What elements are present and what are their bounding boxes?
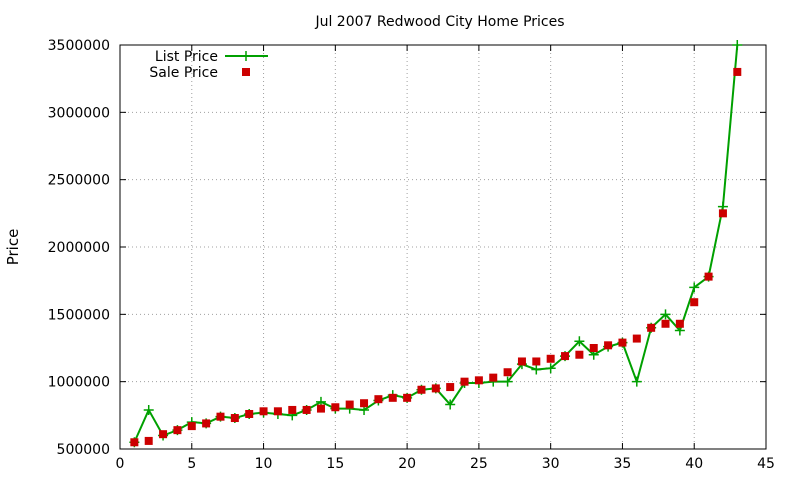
y-tick-label: 500000 bbox=[57, 442, 110, 458]
x-tick-label: 45 bbox=[757, 456, 775, 472]
y-tick-label: 1500000 bbox=[48, 307, 110, 323]
y-tick-label: 3000000 bbox=[48, 105, 110, 121]
sale-price-point bbox=[259, 407, 268, 416]
sale-price-point bbox=[360, 399, 369, 408]
list-price-point bbox=[545, 363, 556, 374]
sale-price-point bbox=[130, 438, 139, 447]
sale-price-point bbox=[690, 298, 699, 307]
sale-price-point bbox=[216, 412, 225, 421]
sale-price-point bbox=[417, 385, 426, 394]
sale-price-point bbox=[561, 352, 570, 361]
sale-price-point bbox=[546, 354, 555, 363]
legend-label-sale-price: Sale Price bbox=[149, 65, 218, 81]
x-tick-label: 20 bbox=[398, 456, 416, 472]
y-tick-label: 2500000 bbox=[48, 173, 110, 189]
sale-price-point bbox=[331, 403, 340, 412]
sale-price-point bbox=[675, 319, 684, 328]
legend-marker-sale-price bbox=[242, 68, 250, 76]
sale-price-point bbox=[460, 377, 469, 386]
sale-price-point bbox=[403, 393, 412, 402]
sale-price-point bbox=[517, 357, 526, 366]
sale-price-point bbox=[489, 373, 498, 382]
y-axis-label: Price bbox=[4, 229, 22, 266]
sale-price-point bbox=[187, 422, 196, 431]
sale-price-point bbox=[202, 419, 211, 428]
x-tick-label: 0 bbox=[116, 456, 125, 472]
sale-price-point bbox=[374, 395, 383, 404]
list-price-point bbox=[531, 364, 542, 375]
x-tick-label: 35 bbox=[614, 456, 632, 472]
list-price-point bbox=[502, 376, 513, 387]
sale-price-point bbox=[245, 409, 254, 418]
sale-price-point bbox=[632, 334, 641, 343]
legend-marker-list-price bbox=[241, 51, 251, 61]
sale-price-point bbox=[173, 426, 182, 435]
grid bbox=[120, 45, 766, 449]
sale-price-point bbox=[733, 67, 742, 76]
sale-price-point bbox=[273, 407, 282, 416]
chart-title: Jul 2007 Redwood City Home Prices bbox=[314, 14, 564, 30]
sale-price-point bbox=[144, 436, 153, 445]
axis-ticks: 0 5 10 15 20 25 30 35 40 45 500000 1000000 1500000 20… bbox=[48, 38, 775, 472]
sale-price-point bbox=[446, 383, 455, 392]
list-price-point bbox=[445, 399, 456, 410]
sale-price-point bbox=[316, 404, 325, 413]
x-tick-label: 10 bbox=[255, 456, 273, 472]
sale-price-point bbox=[503, 368, 512, 377]
sale-price-point bbox=[704, 272, 713, 281]
sale-price-point bbox=[604, 341, 613, 350]
sale-price-point bbox=[575, 350, 584, 359]
list-price-point bbox=[143, 404, 154, 415]
sale-price-point bbox=[388, 393, 397, 402]
y-tick-label: 1000000 bbox=[48, 375, 110, 391]
list-price-point bbox=[574, 336, 585, 347]
list-price-line bbox=[133, 44, 739, 443]
sale-price-series bbox=[130, 67, 742, 447]
series bbox=[129, 40, 743, 448]
sale-price-point bbox=[532, 357, 541, 366]
sale-price-point bbox=[230, 414, 239, 423]
list-price-point bbox=[732, 40, 743, 50]
sale-price-point bbox=[589, 344, 598, 352]
list-price-point bbox=[660, 309, 671, 320]
sale-price-point bbox=[718, 209, 727, 218]
sale-price-point bbox=[661, 319, 670, 328]
sale-price-point bbox=[345, 400, 354, 409]
x-tick-label: 40 bbox=[685, 456, 703, 472]
list-price-point bbox=[631, 376, 642, 387]
sale-price-point bbox=[431, 384, 440, 393]
x-tick-label: 15 bbox=[326, 456, 344, 472]
sale-price-point bbox=[474, 376, 483, 385]
list-price-point bbox=[689, 282, 700, 293]
y-tick-label: 3500000 bbox=[48, 38, 110, 54]
sale-price-point bbox=[159, 430, 168, 439]
sale-price-point bbox=[302, 405, 311, 414]
y-tick-label: 2000000 bbox=[48, 240, 110, 256]
legend-label-list-price: List Price bbox=[155, 49, 218, 65]
sale-price-point bbox=[647, 323, 656, 332]
sale-price-point bbox=[618, 338, 627, 347]
x-tick-label: 5 bbox=[187, 456, 196, 472]
sale-price-point bbox=[288, 405, 297, 414]
x-tick-label: 25 bbox=[470, 456, 488, 472]
x-tick-label: 30 bbox=[542, 456, 560, 472]
